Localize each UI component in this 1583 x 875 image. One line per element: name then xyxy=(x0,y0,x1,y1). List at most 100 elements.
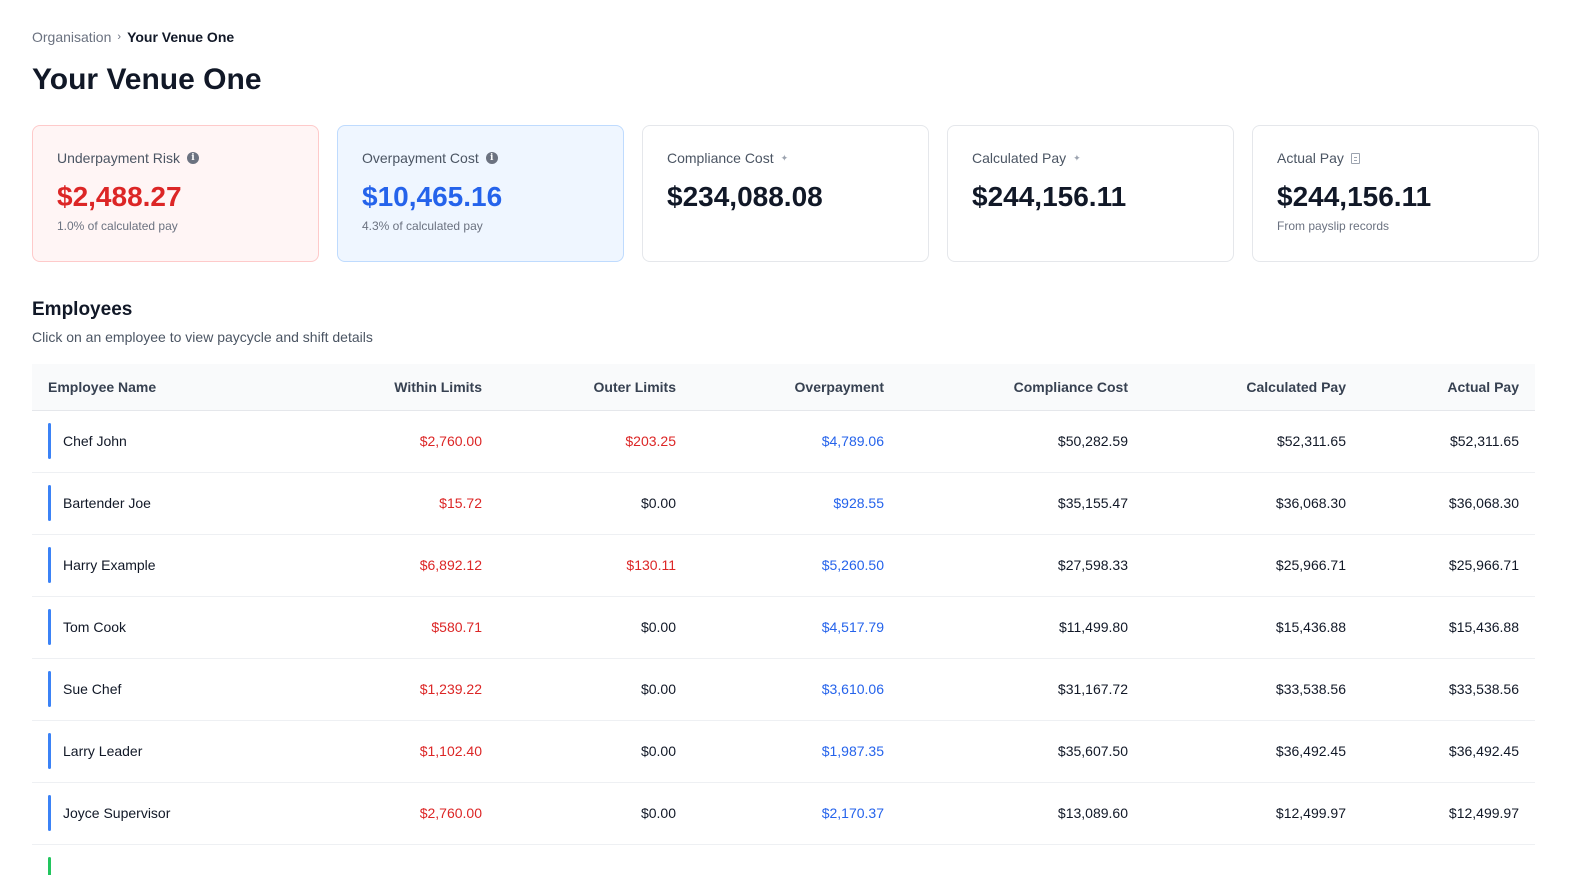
card-label: Calculated Pay xyxy=(972,150,1067,166)
summary-cards: Underpayment Risk i $2,488.27 1.0% of ca… xyxy=(32,125,1552,262)
info-icon[interactable]: i xyxy=(186,152,199,164)
sparkle-icon: ✦ xyxy=(780,152,789,163)
within-limits-value: $2,760.00 xyxy=(419,805,482,821)
outer-limits-value: $0.00 xyxy=(640,681,676,697)
card-label: Compliance Cost xyxy=(667,150,774,166)
actual-pay-value: $33,538.56 xyxy=(1448,681,1519,697)
employee-name: Chef John xyxy=(63,433,127,449)
compliance-cost-value: $13,089.60 xyxy=(1057,805,1128,821)
calculated-pay-value: $52,311.65 xyxy=(1276,433,1346,449)
calculated-pay-value: $25,966.71 xyxy=(1275,557,1346,573)
column-header-employee-name[interactable]: Employee Name xyxy=(32,364,322,411)
actual-pay-value: $36,492.45 xyxy=(1448,743,1519,759)
employee-name-wrapper: Larry Leader xyxy=(48,733,306,769)
table-row[interactable] xyxy=(32,844,1535,875)
actual-pay-card: Actual Pay $244,156.11 From payslip reco… xyxy=(1252,125,1539,262)
card-label-row: Underpayment Risk i xyxy=(57,150,294,166)
employee-name-cell: Sue Chef xyxy=(32,658,322,720)
document-icon xyxy=(1350,152,1360,164)
row-marker xyxy=(48,795,51,831)
card-label-row: Overpayment Cost i xyxy=(362,150,599,166)
calculated-pay-value xyxy=(1144,844,1362,875)
breadcrumb-organisation-link[interactable]: Organisation xyxy=(32,29,112,45)
employee-name-wrapper: Tom Cook xyxy=(48,609,306,645)
table-row[interactable]: Bartender Joe $15.72 $0.00 $928.55 $35,1… xyxy=(32,472,1535,534)
within-limits-value: $6,892.12 xyxy=(419,557,482,573)
calculated-pay-card: Calculated Pay ✦ $244,156.11 xyxy=(947,125,1234,262)
page-title: Your Venue One xyxy=(32,63,262,96)
row-marker xyxy=(48,485,51,521)
employee-name-cell: Joyce Supervisor xyxy=(32,782,322,844)
table-body: Chef John $2,760.00 $203.25 $4,789.06 $5… xyxy=(32,410,1535,875)
calculated-pay-value: $36,492.45 xyxy=(1275,743,1346,759)
within-limits-value xyxy=(322,844,498,875)
employees-table-container: Employee Name Within Limits Outer Limits… xyxy=(32,364,1535,875)
compliance-cost-value: $50,282.59 xyxy=(1057,433,1128,449)
employee-name-wrapper: Joyce Supervisor xyxy=(48,795,306,831)
actual-pay-value: $36,068.30 xyxy=(1448,495,1519,511)
table-row[interactable]: Sue Chef $1,239.22 $0.00 $3,610.06 $31,1… xyxy=(32,658,1535,720)
overpayment-value: $3,610.06 xyxy=(821,681,884,697)
row-marker xyxy=(48,733,51,769)
column-header-within-limits[interactable]: Within Limits xyxy=(322,364,498,411)
employee-name: Tom Cook xyxy=(63,619,127,635)
card-value: $244,156.11 xyxy=(972,181,1127,212)
column-header-outer-limits[interactable]: Outer Limits xyxy=(498,364,692,411)
column-header-calculated-pay[interactable]: Calculated Pay xyxy=(1144,364,1362,411)
employee-name: Joyce Supervisor xyxy=(63,805,171,821)
row-marker xyxy=(48,671,51,707)
employee-name-wrapper: Chef John xyxy=(48,423,306,459)
employee-name: Harry Example xyxy=(63,557,156,573)
card-subtext: 4.3% of calculated pay xyxy=(362,218,483,233)
employee-name-cell: Tom Cook xyxy=(32,596,322,658)
overpayment-value: $2,170.37 xyxy=(821,805,884,821)
employee-name-cell: Bartender Joe xyxy=(32,472,322,534)
card-label-row: Compliance Cost ✦ xyxy=(667,150,904,166)
employee-name-cell: Larry Leader xyxy=(32,720,322,782)
outer-limits-value: $130.11 xyxy=(626,557,676,573)
employee-name: Sue Chef xyxy=(63,681,122,697)
overpayment-value: $4,517.79 xyxy=(821,619,884,635)
actual-pay-value: $12,499.97 xyxy=(1448,805,1519,821)
outer-limits-value xyxy=(498,844,692,875)
breadcrumb: Organisation › Your Venue One xyxy=(32,29,234,45)
employee-name: Larry Leader xyxy=(63,743,143,759)
compliance-cost-value: $31,167.72 xyxy=(1057,681,1128,697)
outer-limits-value: $0.00 xyxy=(640,805,676,821)
compliance-cost-value: $27,598.33 xyxy=(1057,557,1128,573)
overpayment-value: $5,260.50 xyxy=(821,557,884,573)
table-row[interactable]: Chef John $2,760.00 $203.25 $4,789.06 $5… xyxy=(32,410,1535,472)
employee-name-cell: Chef John xyxy=(32,410,322,472)
column-header-actual-pay[interactable]: Actual Pay xyxy=(1362,364,1535,411)
calculated-pay-value: $33,538.56 xyxy=(1275,681,1346,697)
outer-limits-value: $0.00 xyxy=(640,743,676,759)
table-header: Employee Name Within Limits Outer Limits… xyxy=(32,364,1535,411)
employees-section-title: Employees xyxy=(32,299,133,320)
table-row[interactable]: Joyce Supervisor $2,760.00 $0.00 $2,170.… xyxy=(32,782,1535,844)
table-row[interactable]: Harry Example $6,892.12 $130.11 $5,260.5… xyxy=(32,534,1535,596)
compliance-cost-value xyxy=(900,844,1144,875)
row-marker xyxy=(48,423,51,459)
table-row[interactable]: Tom Cook $580.71 $0.00 $4,517.79 $11,499… xyxy=(32,596,1535,658)
within-limits-value: $1,239.22 xyxy=(419,681,482,697)
employee-name-wrapper xyxy=(48,857,306,875)
employee-name-wrapper: Harry Example xyxy=(48,547,306,583)
compliance-cost-value: $35,155.47 xyxy=(1057,495,1128,511)
breadcrumb-chevron-icon: › xyxy=(117,31,122,43)
card-subtext: From payslip records xyxy=(1277,218,1390,233)
table-row[interactable]: Larry Leader $1,102.40 $0.00 $1,987.35 $… xyxy=(32,720,1535,782)
compliance-cost-card: Compliance Cost ✦ $234,088.08 xyxy=(642,125,929,262)
card-value: $234,088.08 xyxy=(667,181,823,212)
underpayment-risk-card: Underpayment Risk i $2,488.27 1.0% of ca… xyxy=(32,125,319,262)
employee-name-wrapper: Bartender Joe xyxy=(48,485,306,521)
overpayment-value: $1,987.35 xyxy=(821,743,884,759)
employee-name-wrapper: Sue Chef xyxy=(48,671,306,707)
column-header-compliance-cost[interactable]: Compliance Cost xyxy=(900,364,1144,411)
column-header-overpayment[interactable]: Overpayment xyxy=(692,364,900,411)
outer-limits-value: $0.00 xyxy=(640,619,676,635)
card-subtext: 1.0% of calculated pay xyxy=(57,218,178,233)
overpayment-value xyxy=(692,844,900,875)
info-icon[interactable]: i xyxy=(485,152,498,164)
card-label-row: Calculated Pay ✦ xyxy=(972,150,1209,166)
